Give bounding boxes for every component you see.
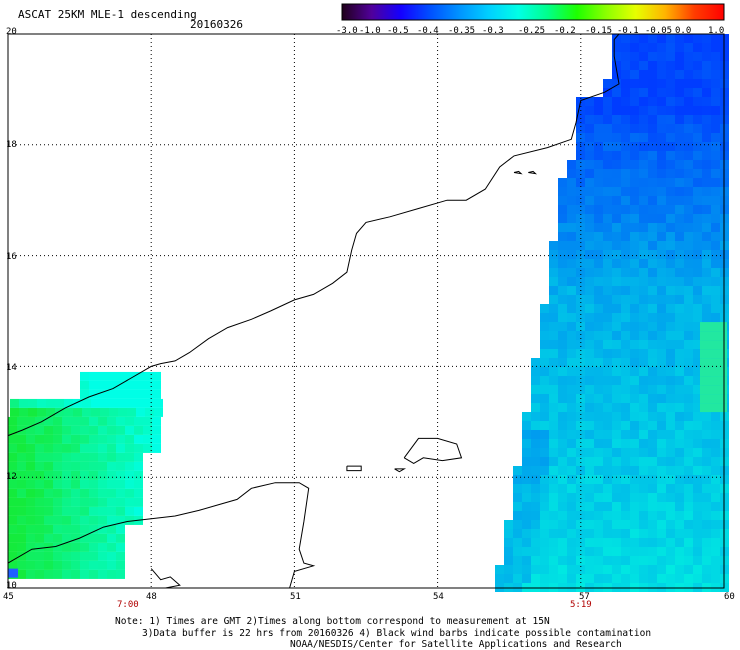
map-frame — [7, 33, 725, 589]
kuria-muria-island — [513, 170, 523, 175]
note-line-1: Note: 1) Times are GMT 2)Times along bot… — [115, 616, 550, 627]
lat-label-16: 16 — [6, 252, 17, 262]
samhah-island — [394, 468, 407, 473]
colorbar-label: -0.15 — [585, 26, 613, 36]
colorbar-label: -0.4 — [417, 26, 439, 36]
colorbar-label: -0.3 — [482, 26, 504, 36]
map-title: ASCAT 25KM MLE-1 descending — [18, 8, 197, 21]
colorbar-label: -0.35 — [448, 26, 476, 36]
colorbar-label: -0.2 — [554, 26, 576, 36]
arabian-coastline — [7, 33, 620, 437]
colorbar-label: 1.0 — [708, 26, 725, 36]
maydh-islets — [150, 568, 181, 589]
lon-label-54: 54 — [433, 592, 444, 602]
socotra-island — [403, 437, 463, 464]
lat-label-20: 20 — [6, 27, 17, 37]
note-line-3: NOAA/NESDIS/Center for Satellite Applica… — [290, 639, 622, 650]
colorbar-label: -1.0 — [359, 26, 381, 36]
lon-label-51: 51 — [290, 592, 301, 602]
colorbar-label: -0.1 — [617, 26, 639, 36]
lon-label-60: 60 — [724, 592, 735, 602]
colorbar — [341, 3, 725, 21]
colorbar-label: -0.5 — [387, 26, 409, 36]
map-date: 20160326 — [190, 18, 243, 31]
lat-label-12: 12 — [6, 472, 17, 482]
abd-al-kuri-island — [346, 465, 362, 472]
lon-label-48: 48 — [146, 592, 157, 602]
colorbar-label: 0.0 — [675, 26, 692, 36]
kuria-muria-island — [528, 170, 538, 175]
note-line-2: 3)Data buffer is 22 hrs from 20160326 4)… — [142, 628, 652, 639]
time-label-right: 5:19 — [570, 600, 592, 610]
colorbar-label: -0.25 — [518, 26, 546, 36]
colorbar-label: -3.0 — [336, 26, 358, 36]
lat-label-10: 10 — [6, 581, 17, 591]
lon-label-45: 45 — [3, 592, 14, 602]
lon-label-57: 57 — [579, 592, 590, 602]
lat-label-14: 14 — [6, 363, 17, 373]
time-label-left: 7:00 — [117, 600, 139, 610]
somali-coastline — [7, 482, 316, 589]
colorbar-label: -0.05 — [645, 26, 673, 36]
lat-label-18: 18 — [6, 140, 17, 150]
